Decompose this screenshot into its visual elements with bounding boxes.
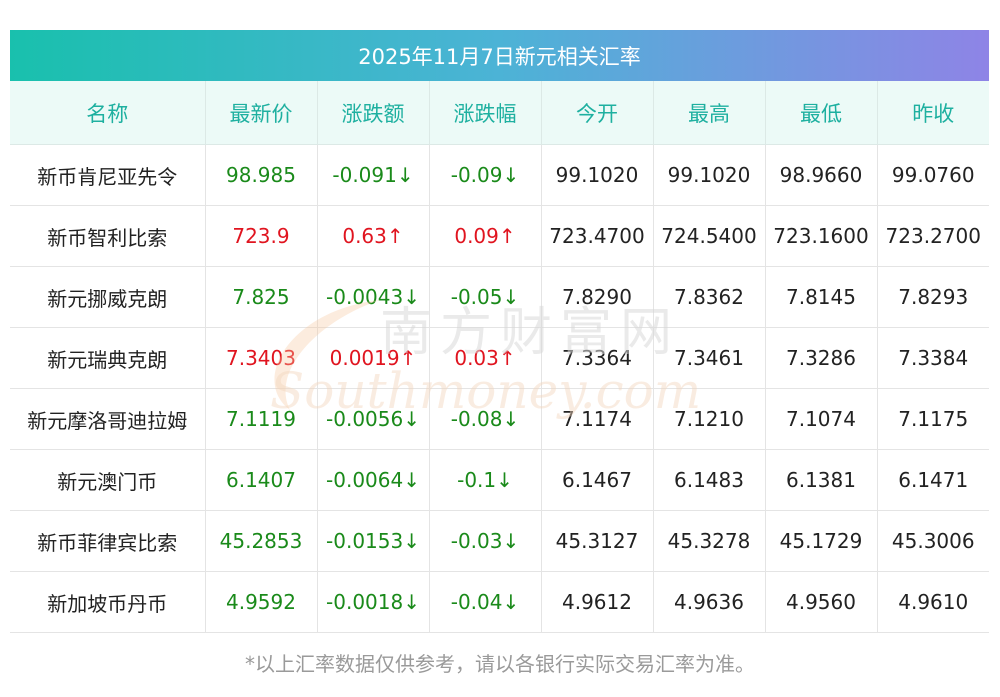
table-row: 新币智利比索 723.9 0.63↑ 0.09↑ 723.4700 724.5400 723… [10,205,989,267]
column-header-latest: 最新价 [205,81,318,145]
cell-pct: -0.03↓ [429,510,542,572]
cell-name: 新加坡币丹币 [10,571,206,633]
cell-high: 6.1483 [653,449,766,511]
cell-prev: 7.3384 [877,327,989,389]
column-header-pct: 涨跌幅 [429,81,542,145]
cell-latest: 98.985 [205,144,318,206]
cell-name: 新元挪威克朗 [10,266,206,328]
table-row: 新元澳门币 6.1407 -0.0064↓ -0.1↓ 6.1467 6.1483 6.13… [10,449,989,511]
cell-open: 99.1020 [541,144,654,206]
disclaimer-note: *以上汇率数据仅供参考，请以各银行实际交易汇率为准。 [245,652,755,676]
cell-prev: 7.1175 [877,388,989,450]
table-row: 新币菲律宾比索 45.2853 -0.0153↓ -0.03↓ 45.3127 45.32… [10,510,989,572]
cell-open: 7.3364 [541,327,654,389]
cell-low: 7.8145 [765,266,878,328]
cell-open: 4.9612 [541,571,654,633]
cell-pct: -0.05↓ [429,266,542,328]
cell-high: 7.3461 [653,327,766,389]
cell-latest: 7.1119 [205,388,318,450]
column-header-open: 今开 [541,81,654,145]
table-row: 新币肯尼亚先令 98.985 -0.091↓ -0.09↓ 99.1020 99.1020… [10,144,989,206]
cell-latest: 7.825 [205,266,318,328]
cell-name: 新元瑞典克朗 [10,327,206,389]
exchange-rate-table-container: 2025年11月7日新元相关汇率 名称 最新价 涨跌额 涨跌幅 今开 最高 最低… [10,30,989,633]
cell-change: 0.0019↑ [317,327,430,389]
cell-name: 新元摩洛哥迪拉姆 [10,388,206,450]
cell-prev: 723.2700 [877,205,989,267]
cell-prev: 6.1471 [877,449,989,511]
cell-pct: 0.09↑ [429,205,542,267]
column-header-high: 最高 [653,81,766,145]
cell-latest: 6.1407 [205,449,318,511]
cell-high: 99.1020 [653,144,766,206]
cell-open: 723.4700 [541,205,654,267]
cell-name: 新币菲律宾比索 [10,510,206,572]
cell-open: 7.8290 [541,266,654,328]
cell-prev: 45.3006 [877,510,989,572]
exchange-rate-table: 名称 最新价 涨跌额 涨跌幅 今开 最高 最低 昨收 新币肯尼亚先令 98.985… [10,81,989,633]
cell-open: 6.1467 [541,449,654,511]
cell-low: 7.1074 [765,388,878,450]
cell-low: 4.9560 [765,571,878,633]
cell-name: 新币肯尼亚先令 [10,144,206,206]
cell-pct: 0.03↑ [429,327,542,389]
cell-pct: -0.09↓ [429,144,542,206]
cell-low: 98.9660 [765,144,878,206]
cell-latest: 723.9 [205,205,318,267]
cell-name: 新元澳门币 [10,449,206,511]
cell-change: -0.0056↓ [317,388,430,450]
cell-change: 0.63↑ [317,205,430,267]
cell-latest: 4.9592 [205,571,318,633]
cell-open: 7.1174 [541,388,654,450]
cell-high: 45.3278 [653,510,766,572]
table-title: 2025年11月7日新元相关汇率 [10,30,989,81]
table-row: 新加坡币丹币 4.9592 -0.0018↓ -0.04↓ 4.9612 4.9636 4.… [10,571,989,633]
table-row: 新元挪威克朗 7.825 -0.0043↓ -0.05↓ 7.8290 7.8362 7.8… [10,266,989,328]
column-header-low: 最低 [765,81,878,145]
cell-low: 723.1600 [765,205,878,267]
cell-change: -0.091↓ [317,144,430,206]
cell-pct: -0.08↓ [429,388,542,450]
cell-high: 7.1210 [653,388,766,450]
cell-prev: 4.9610 [877,571,989,633]
cell-change: -0.0043↓ [317,266,430,328]
cell-high: 7.8362 [653,266,766,328]
cell-pct: -0.04↓ [429,571,542,633]
column-header-change: 涨跌额 [317,81,430,145]
cell-prev: 99.0760 [877,144,989,206]
cell-low: 7.3286 [765,327,878,389]
table-row: 新元瑞典克朗 7.3403 0.0019↑ 0.03↑ 7.3364 7.3461 7.32… [10,327,989,389]
cell-change: -0.0018↓ [317,571,430,633]
cell-high: 724.5400 [653,205,766,267]
header-row: 名称 最新价 涨跌额 涨跌幅 今开 最高 最低 昨收 [10,81,989,145]
cell-name: 新币智利比索 [10,205,206,267]
table-row: 新元摩洛哥迪拉姆 7.1119 -0.0056↓ -0.08↓ 7.1174 7.1210… [10,388,989,450]
cell-low: 45.1729 [765,510,878,572]
cell-low: 6.1381 [765,449,878,511]
cell-pct: -0.1↓ [429,449,542,511]
cell-change: -0.0153↓ [317,510,430,572]
cell-latest: 45.2853 [205,510,318,572]
cell-prev: 7.8293 [877,266,989,328]
column-header-prev: 昨收 [877,81,989,145]
cell-change: -0.0064↓ [317,449,430,511]
cell-open: 45.3127 [541,510,654,572]
cell-latest: 7.3403 [205,327,318,389]
cell-high: 4.9636 [653,571,766,633]
column-header-name: 名称 [10,81,206,145]
